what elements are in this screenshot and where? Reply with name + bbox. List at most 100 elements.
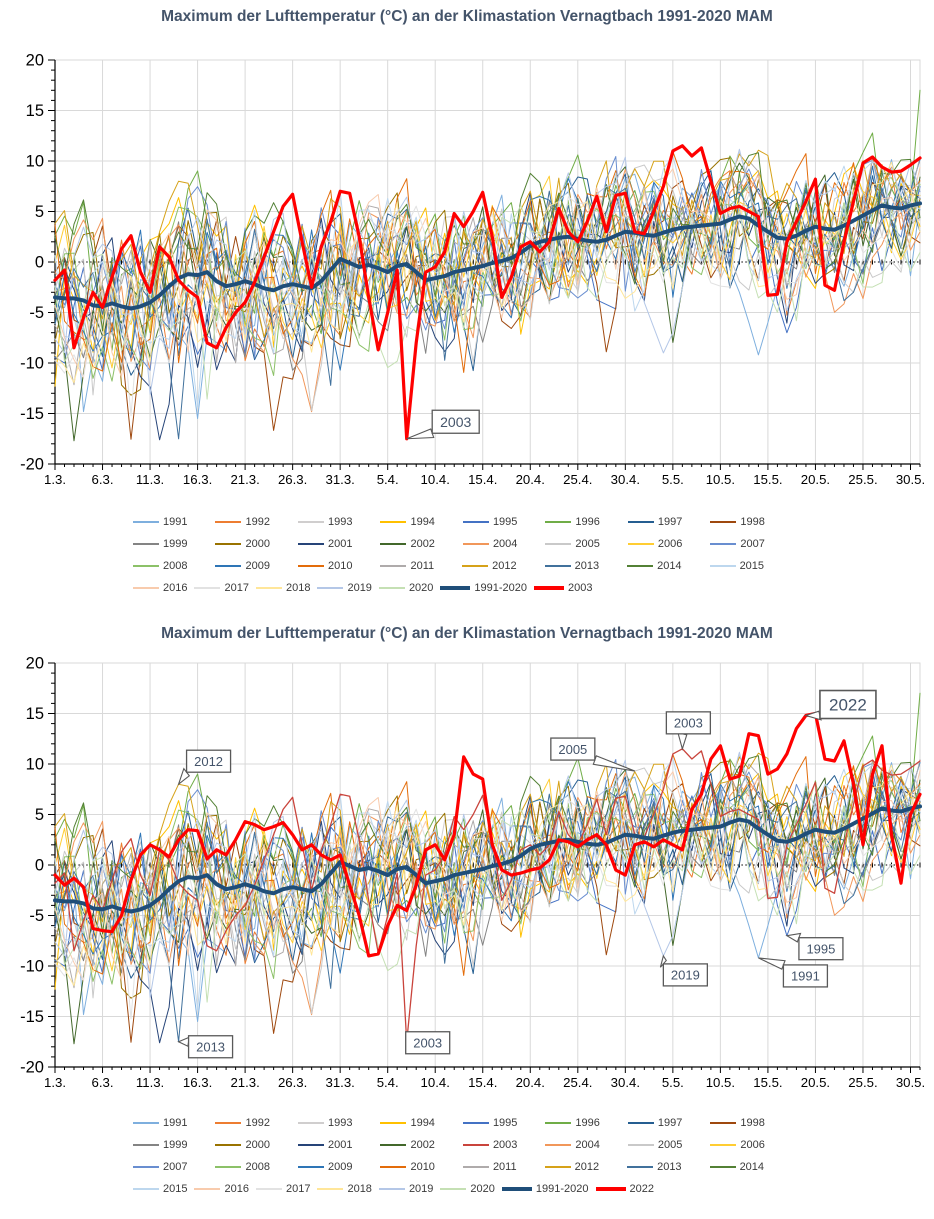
annotation-label: 2019 (671, 968, 700, 983)
legend-swatch-1994 (380, 1122, 407, 1124)
x-axis-label: 15.5. (753, 472, 782, 487)
x-axis-label: 25.4. (563, 1075, 592, 1090)
legend-item-1996: 1996 (545, 516, 600, 528)
legend-item-2018: 2018 (317, 1183, 372, 1195)
x-axis-label: 26.3. (278, 472, 307, 487)
legend-item-2019: 2019 (317, 582, 372, 594)
x-axis-label: 25.4. (563, 472, 592, 487)
legend-swatch-2001 (297, 543, 324, 545)
x-axis-label: 6.3. (92, 1075, 114, 1090)
legend-swatch-1996 (545, 1122, 572, 1124)
legend-swatch-1995 (462, 1122, 489, 1124)
annotation-label: 2003 (440, 414, 471, 430)
annotation-label: 2005 (558, 742, 587, 757)
legend-swatch-2012 (544, 1166, 571, 1168)
legend-swatch-1991-2020 (440, 585, 471, 591)
y-axis-label: -20 (20, 456, 44, 474)
legend-item-2007: 2007 (710, 538, 765, 550)
legend-item-2000: 2000 (215, 1139, 270, 1151)
series-2011-line (54, 759, 921, 989)
series-2018-line (54, 764, 921, 987)
annotation-box (782, 964, 829, 988)
x-axis-label: 10.4. (421, 1075, 450, 1090)
legend-swatch-1997 (627, 521, 654, 523)
x-axis-label: 25.5. (848, 472, 877, 487)
annotation-label: 2003 (413, 1035, 442, 1050)
legend-swatch-2019 (317, 587, 344, 589)
legend-swatch-2018 (255, 587, 282, 589)
legend-label: 1991-2020 (535, 1183, 589, 1195)
legend-label: 1998 (740, 516, 765, 528)
legend-label: 2005 (657, 1139, 683, 1151)
legend-label: 2015 (163, 1183, 188, 1195)
legend-label: 1991 (163, 1117, 188, 1129)
x-axis-label: 1.3. (44, 472, 66, 487)
legend-item-2008: 2008 (215, 1161, 270, 1173)
annotation-label: 2013 (196, 1039, 225, 1054)
x-axis-label: 15.4. (468, 1075, 497, 1090)
legend-swatch-2003 (462, 1144, 489, 1146)
legend-item-1991: 1991 (133, 1117, 187, 1129)
annotation-label: 1991 (791, 969, 820, 984)
x-axis-label: 30.4. (611, 1075, 640, 1090)
legend-item-2005: 2005 (627, 1139, 683, 1151)
legend-label: 1991 (163, 516, 188, 528)
legend-label: 1998 (740, 1117, 765, 1129)
series-2016-line (54, 770, 921, 981)
legend-item-2002: 2002 (380, 538, 435, 550)
x-axis-label: 16.3. (183, 1075, 212, 1090)
legend-swatch-2012 (462, 565, 489, 567)
legend-swatch-2000 (215, 1144, 242, 1146)
legend-swatch-2016 (133, 587, 159, 589)
legend-swatch-2010 (380, 1166, 407, 1168)
legend-swatch-2016 (194, 1188, 221, 1190)
legend-label: 2007 (740, 538, 765, 550)
legend-label: 2004 (492, 538, 518, 550)
x-axis-label: 20.4. (516, 472, 545, 487)
x-axis-label: 21.3. (230, 472, 259, 487)
legend-item-1992: 1992 (215, 516, 270, 528)
legend-swatch-2015 (133, 1188, 159, 1190)
legend-label: 1995 (492, 1117, 518, 1129)
y-axis-label: 15 (26, 102, 44, 120)
x-axis-label: 25.5. (848, 1075, 877, 1090)
x-axis-label: 10.5. (706, 1075, 735, 1090)
x-axis-label: 26.3. (278, 1075, 307, 1090)
annotation-label: 2012 (194, 754, 223, 769)
x-axis-label: 31.3. (325, 472, 354, 487)
series-2011-line (54, 156, 921, 386)
legend-item-1997: 1997 (627, 1117, 682, 1129)
legend-item-2013: 2013 (544, 560, 600, 572)
legend-swatch-1995 (462, 521, 489, 523)
legend-swatch-2003 (534, 585, 565, 591)
legend-swatch-2015 (709, 565, 736, 567)
annotation-box (798, 937, 844, 961)
highlight-2022-line (53, 711, 922, 958)
legend-item-2007: 2007 (133, 1161, 187, 1173)
legend-label: 2010 (327, 560, 353, 572)
legend-swatch-2017 (194, 587, 221, 589)
legend-swatch-2019 (378, 1188, 405, 1190)
legend-swatch-1998 (710, 521, 737, 523)
legend-item-1997: 1997 (627, 516, 682, 528)
legend-item-1995: 1995 (462, 516, 517, 528)
x-axis-label: 15.4. (468, 472, 497, 487)
legend-row: 1991 1992 1993 1994 1995 1996 1997 1998 (133, 1112, 793, 1134)
legend-item-1994: 1994 (380, 516, 435, 528)
legend-item-2018: 2018 (255, 582, 310, 594)
legend-swatch-2009 (215, 565, 242, 567)
legend-swatch-2010 (297, 565, 324, 567)
legend-label: 2012 (574, 1161, 600, 1173)
legend-label: 2005 (575, 538, 600, 550)
legend-row: 2016 2017 2018 2019 2020 1991-2020 2003 (133, 577, 793, 599)
legend-swatch-2002 (380, 543, 407, 545)
y-axis-label: 15 (26, 705, 44, 723)
legend-swatch-2013 (627, 1166, 654, 1168)
y-axis-label: 5 (35, 203, 44, 221)
legend-swatch-2007 (133, 1166, 159, 1168)
legend-label: 2009 (327, 1161, 353, 1173)
legend-label: 2013 (574, 560, 600, 572)
y-axis-label: -5 (29, 907, 44, 925)
legend-swatch-2004 (462, 543, 489, 545)
